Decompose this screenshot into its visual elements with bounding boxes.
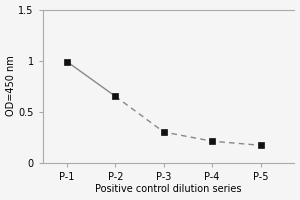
Y-axis label: OD=450 nm: OD=450 nm (6, 56, 16, 116)
X-axis label: Positive control dilution series: Positive control dilution series (95, 184, 242, 194)
